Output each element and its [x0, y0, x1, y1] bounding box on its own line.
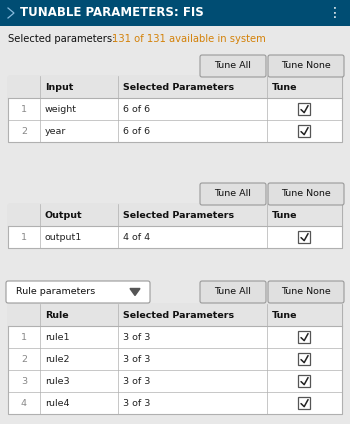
- Text: Rule: Rule: [45, 310, 68, 320]
- Polygon shape: [130, 288, 140, 296]
- Text: Input: Input: [45, 83, 73, 92]
- Text: Tune All: Tune All: [215, 287, 251, 296]
- Text: Selected parameters:: Selected parameters:: [8, 34, 116, 44]
- Text: 6 of 6: 6 of 6: [123, 104, 150, 114]
- Text: 2: 2: [21, 126, 27, 136]
- Text: 3 of 3: 3 of 3: [123, 332, 150, 341]
- Text: Tune All: Tune All: [215, 61, 251, 70]
- Text: Tune None: Tune None: [281, 190, 331, 198]
- Bar: [298, 125, 310, 137]
- FancyBboxPatch shape: [200, 281, 266, 303]
- Text: Tune: Tune: [272, 310, 298, 320]
- Text: Tune: Tune: [272, 83, 298, 92]
- Text: rule1: rule1: [45, 332, 69, 341]
- Bar: [8, 204, 342, 226]
- Text: 4 of 4: 4 of 4: [123, 232, 150, 242]
- Text: 1: 1: [21, 332, 27, 341]
- Text: Tune: Tune: [272, 210, 298, 220]
- Text: Tune All: Tune All: [215, 190, 251, 198]
- Text: year: year: [45, 126, 66, 136]
- Text: 131 of 131 available in system: 131 of 131 available in system: [112, 34, 266, 44]
- Bar: [0, 0, 350, 26]
- Text: Output: Output: [45, 210, 82, 220]
- Bar: [8, 204, 342, 248]
- Text: output1: output1: [45, 232, 82, 242]
- Text: 4: 4: [21, 399, 27, 407]
- Bar: [298, 375, 310, 387]
- Text: 3 of 3: 3 of 3: [123, 377, 150, 385]
- Text: 3 of 3: 3 of 3: [123, 354, 150, 363]
- Text: TUNABLE PARAMETERS: FIS: TUNABLE PARAMETERS: FIS: [20, 6, 204, 20]
- Bar: [8, 76, 342, 98]
- Text: rule2: rule2: [45, 354, 69, 363]
- Bar: [298, 353, 310, 365]
- FancyBboxPatch shape: [6, 281, 150, 303]
- Text: 6 of 6: 6 of 6: [123, 126, 150, 136]
- Text: rule4: rule4: [45, 399, 69, 407]
- Bar: [8, 304, 342, 326]
- FancyBboxPatch shape: [200, 55, 266, 77]
- Text: rule3: rule3: [45, 377, 69, 385]
- Text: 1: 1: [21, 104, 27, 114]
- FancyBboxPatch shape: [268, 55, 344, 77]
- Text: Selected Parameters: Selected Parameters: [123, 210, 234, 220]
- FancyBboxPatch shape: [200, 183, 266, 205]
- Bar: [8, 304, 342, 414]
- Text: 3: 3: [21, 377, 27, 385]
- Bar: [298, 397, 310, 409]
- Bar: [298, 231, 310, 243]
- Text: 3 of 3: 3 of 3: [123, 399, 150, 407]
- FancyBboxPatch shape: [268, 183, 344, 205]
- Bar: [298, 331, 310, 343]
- Text: weight: weight: [45, 104, 77, 114]
- Text: Selected Parameters: Selected Parameters: [123, 83, 234, 92]
- Bar: [8, 76, 342, 142]
- Text: 2: 2: [21, 354, 27, 363]
- Text: 1: 1: [21, 232, 27, 242]
- Text: Tune None: Tune None: [281, 287, 331, 296]
- Text: Tune None: Tune None: [281, 61, 331, 70]
- FancyBboxPatch shape: [268, 281, 344, 303]
- Text: Selected Parameters: Selected Parameters: [123, 310, 234, 320]
- Bar: [298, 103, 310, 115]
- Text: Rule parameters: Rule parameters: [16, 287, 95, 296]
- Text: ⋮: ⋮: [328, 6, 342, 20]
